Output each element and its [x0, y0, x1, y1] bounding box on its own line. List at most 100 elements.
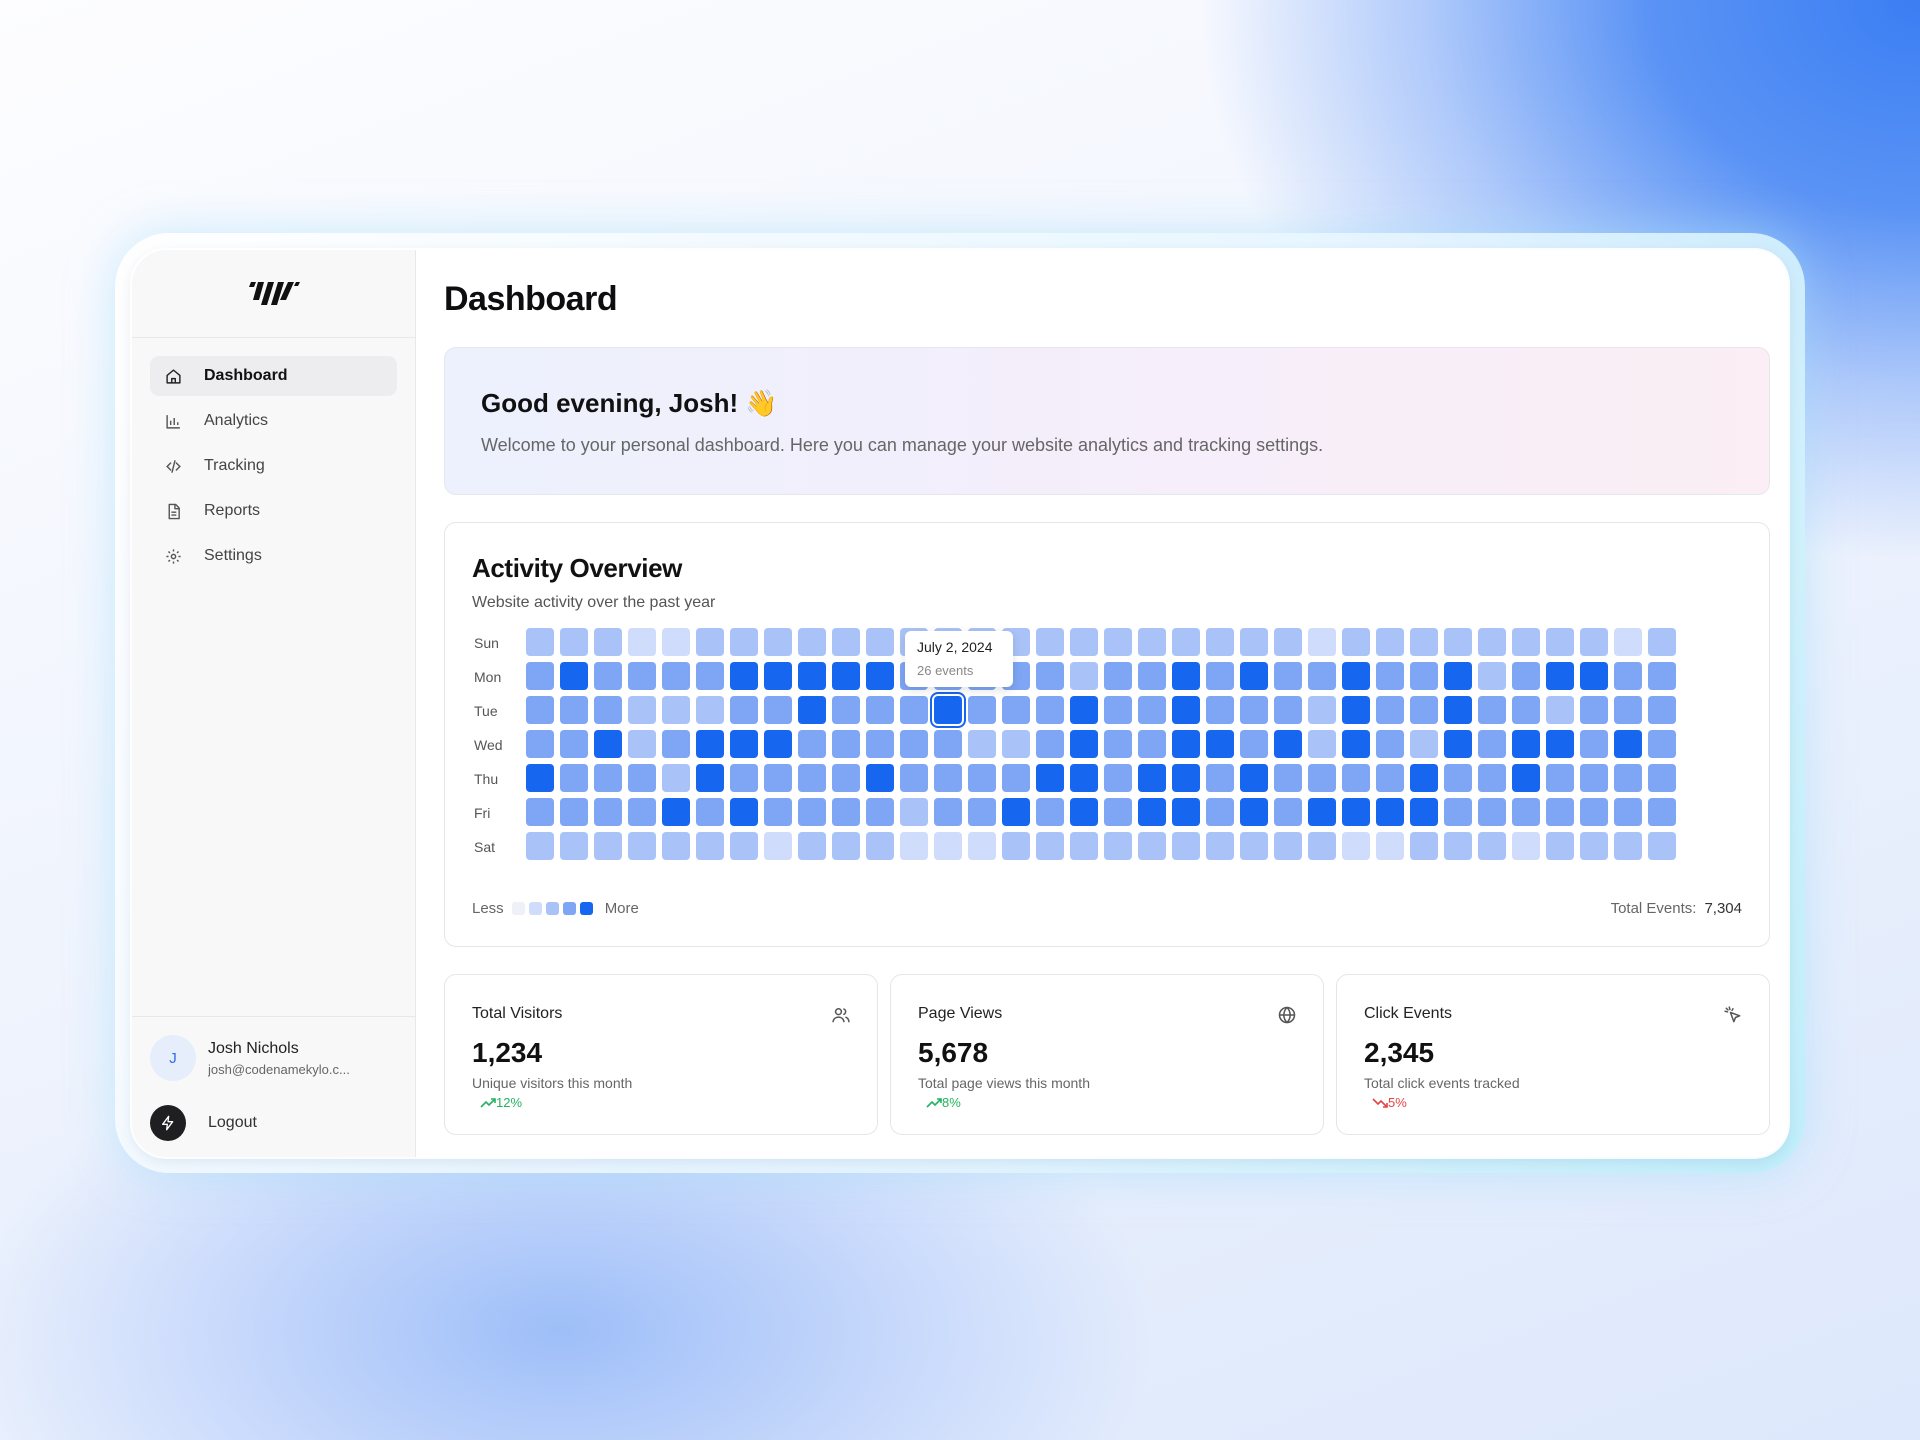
heatmap-cell[interactable]: [900, 832, 928, 860]
heatmap-cell[interactable]: [1308, 764, 1336, 792]
heatmap-cell[interactable]: [1036, 696, 1064, 724]
heatmap-cell[interactable]: [1104, 832, 1132, 860]
heatmap-cell[interactable]: [1478, 696, 1506, 724]
heatmap-cell[interactable]: [594, 798, 622, 826]
heatmap-cell[interactable]: [1274, 764, 1302, 792]
heatmap-cell[interactable]: [832, 628, 860, 656]
heatmap-cell[interactable]: [594, 628, 622, 656]
heatmap-cell[interactable]: [1444, 628, 1472, 656]
heatmap-cell[interactable]: [1002, 764, 1030, 792]
heatmap-cell[interactable]: [1614, 730, 1642, 758]
heatmap-cell[interactable]: [1206, 798, 1234, 826]
heatmap-cell[interactable]: [1070, 662, 1098, 690]
heatmap-cell[interactable]: [1614, 832, 1642, 860]
heatmap-cell[interactable]: [1648, 730, 1676, 758]
heatmap-cell[interactable]: [968, 798, 996, 826]
heatmap-cell[interactable]: [1444, 764, 1472, 792]
heatmap-cell[interactable]: [1240, 696, 1268, 724]
heatmap-cell[interactable]: [1274, 832, 1302, 860]
heatmap-cell[interactable]: [1376, 662, 1404, 690]
heatmap-cell[interactable]: [1104, 662, 1132, 690]
heatmap-cell[interactable]: [1580, 730, 1608, 758]
heatmap-cell[interactable]: [730, 832, 758, 860]
heatmap-cell[interactable]: [1138, 628, 1166, 656]
heatmap-cell[interactable]: [1240, 730, 1268, 758]
heatmap-cell[interactable]: [798, 798, 826, 826]
heatmap-cell[interactable]: [866, 764, 894, 792]
heatmap-cell[interactable]: [934, 764, 962, 792]
heatmap-cell[interactable]: [1376, 798, 1404, 826]
heatmap-cell[interactable]: [968, 730, 996, 758]
heatmap-cell[interactable]: [1206, 628, 1234, 656]
heatmap-cell[interactable]: [764, 696, 792, 724]
heatmap-cell[interactable]: [1240, 628, 1268, 656]
heatmap-cell[interactable]: [1002, 696, 1030, 724]
heatmap-cell[interactable]: [1002, 798, 1030, 826]
heatmap-cell[interactable]: [1002, 832, 1030, 860]
heatmap-cell[interactable]: [798, 662, 826, 690]
heatmap-cell[interactable]: [560, 730, 588, 758]
heatmap-cell[interactable]: [560, 628, 588, 656]
heatmap-cell-selected[interactable]: [934, 696, 962, 724]
heatmap-cell[interactable]: [1308, 730, 1336, 758]
heatmap-cell[interactable]: [662, 798, 690, 826]
heatmap-cell[interactable]: [1342, 832, 1370, 860]
heatmap-cell[interactable]: [730, 764, 758, 792]
heatmap-cell[interactable]: [798, 832, 826, 860]
heatmap-cell[interactable]: [594, 662, 622, 690]
heatmap-cell[interactable]: [866, 662, 894, 690]
heatmap-cell[interactable]: [1172, 832, 1200, 860]
heatmap-cell[interactable]: [764, 764, 792, 792]
heatmap-cell[interactable]: [730, 798, 758, 826]
heatmap-cell[interactable]: [832, 832, 860, 860]
heatmap-cell[interactable]: [866, 832, 894, 860]
heatmap-cell[interactable]: [1036, 628, 1064, 656]
heatmap-cell[interactable]: [628, 764, 656, 792]
heatmap-cell[interactable]: [1614, 696, 1642, 724]
heatmap-cell[interactable]: [1308, 832, 1336, 860]
heatmap-cell[interactable]: [526, 730, 554, 758]
sidebar-item-analytics[interactable]: Analytics: [150, 401, 397, 441]
heatmap-cell[interactable]: [1444, 730, 1472, 758]
heatmap-cell[interactable]: [1172, 764, 1200, 792]
heatmap-cell[interactable]: [1172, 798, 1200, 826]
heatmap-cell[interactable]: [1410, 798, 1438, 826]
heatmap-cell[interactable]: [1002, 730, 1030, 758]
heatmap-cell[interactable]: [1410, 628, 1438, 656]
heatmap-cell[interactable]: [1546, 730, 1574, 758]
heatmap-cell[interactable]: [832, 730, 860, 758]
heatmap-cell[interactable]: [1648, 798, 1676, 826]
heatmap-cell[interactable]: [1070, 764, 1098, 792]
heatmap-cell[interactable]: [798, 764, 826, 792]
heatmap-cell[interactable]: [1546, 696, 1574, 724]
heatmap-cell[interactable]: [526, 662, 554, 690]
heatmap-cell[interactable]: [730, 730, 758, 758]
heatmap-cell[interactable]: [1444, 832, 1472, 860]
heatmap-cell[interactable]: [730, 628, 758, 656]
heatmap-cell[interactable]: [1342, 628, 1370, 656]
heatmap-cell[interactable]: [764, 798, 792, 826]
heatmap-cell[interactable]: [1444, 662, 1472, 690]
heatmap-cell[interactable]: [696, 696, 724, 724]
heatmap-cell[interactable]: [1614, 764, 1642, 792]
heatmap-cell[interactable]: [1376, 730, 1404, 758]
heatmap-cell[interactable]: [628, 730, 656, 758]
heatmap-cell[interactable]: [1580, 662, 1608, 690]
heatmap-cell[interactable]: [1206, 662, 1234, 690]
heatmap-cell[interactable]: [1444, 696, 1472, 724]
heatmap-cell[interactable]: [1104, 764, 1132, 792]
heatmap-cell[interactable]: [1376, 832, 1404, 860]
heatmap-cell[interactable]: [1240, 798, 1268, 826]
heatmap-cell[interactable]: [968, 764, 996, 792]
heatmap-cell[interactable]: [1138, 696, 1166, 724]
heatmap-cell[interactable]: [1308, 798, 1336, 826]
heatmap-cell[interactable]: [1104, 798, 1132, 826]
heatmap-cell[interactable]: [1138, 764, 1166, 792]
heatmap-cell[interactable]: [1580, 696, 1608, 724]
heatmap-cell[interactable]: [1580, 628, 1608, 656]
heatmap-cell[interactable]: [628, 628, 656, 656]
user-profile[interactable]: J Josh Nichols josh@codenamekylo.c...: [150, 1035, 397, 1081]
heatmap-cell[interactable]: [934, 798, 962, 826]
heatmap-cell[interactable]: [628, 662, 656, 690]
heatmap-cell[interactable]: [798, 730, 826, 758]
